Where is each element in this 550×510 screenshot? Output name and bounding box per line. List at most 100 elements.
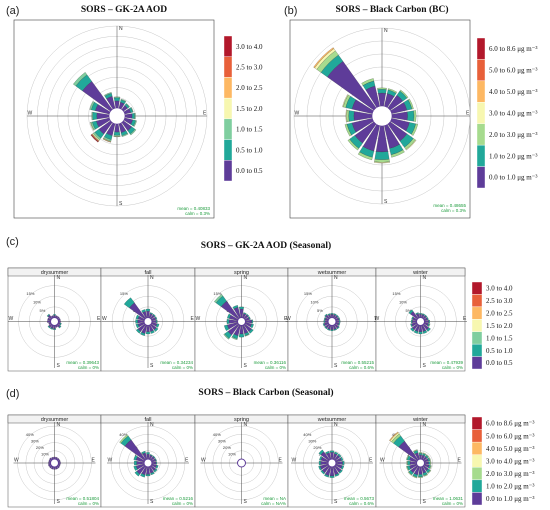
legend-swatch bbox=[476, 123, 486, 146]
petal-segment bbox=[377, 87, 387, 90]
petal-segment bbox=[413, 330, 419, 334]
petal-segment bbox=[47, 325, 51, 329]
petal-segment bbox=[408, 309, 414, 315]
panel-b-title: SORS – Black Carbon (BC) bbox=[336, 4, 449, 15]
mean-text: mean = 0.36116 bbox=[254, 360, 287, 365]
legend-swatch bbox=[471, 467, 483, 481]
compass-s: S bbox=[57, 363, 61, 369]
compass-e: E bbox=[463, 316, 467, 322]
petal-segment bbox=[153, 327, 159, 332]
petal-segment bbox=[428, 461, 431, 465]
petal-segment bbox=[149, 454, 153, 457]
ring-label: 15% bbox=[213, 291, 221, 296]
compass-e: E bbox=[203, 111, 207, 117]
mean-text: mean = NA bbox=[263, 496, 286, 501]
petal-segment bbox=[390, 149, 405, 158]
compass-w: W bbox=[375, 316, 380, 322]
petal-segment bbox=[406, 455, 409, 460]
ring-label: 15% bbox=[120, 291, 128, 296]
ring-label: 30% bbox=[31, 438, 39, 443]
legend-swatch bbox=[471, 319, 483, 332]
petal-segment bbox=[125, 103, 130, 108]
petal-segment bbox=[89, 122, 95, 131]
petal-segment bbox=[423, 473, 428, 477]
petal-segment bbox=[399, 89, 409, 99]
petal-segment bbox=[411, 123, 418, 136]
petal-segment bbox=[410, 327, 415, 332]
petal-segment bbox=[407, 110, 415, 122]
season-name: drysummer bbox=[41, 417, 69, 423]
petal-segment bbox=[337, 453, 342, 458]
petal-segment bbox=[329, 450, 335, 453]
legend-swatch bbox=[471, 454, 483, 468]
compass-s: S bbox=[244, 499, 248, 505]
petal-segment bbox=[340, 456, 344, 461]
season-name: drysummer bbox=[41, 270, 69, 276]
petal-segment bbox=[226, 319, 230, 324]
legend-swatch bbox=[223, 160, 233, 182]
ring-label: 15% bbox=[26, 291, 34, 296]
mean-text: mean = 0.55215 bbox=[341, 360, 374, 365]
legend-swatch bbox=[471, 306, 483, 320]
petal-segment bbox=[135, 323, 140, 329]
legend-label: 3.0 to 4.0 bbox=[236, 43, 263, 51]
petal-segment bbox=[415, 312, 419, 315]
petal-segment bbox=[119, 434, 129, 444]
petal-segment bbox=[154, 458, 157, 462]
petal-segment bbox=[357, 151, 373, 161]
legend-swatch bbox=[471, 492, 483, 506]
petal-segment bbox=[426, 454, 430, 458]
petal-segment bbox=[337, 317, 341, 320]
compass-n: N bbox=[57, 275, 61, 281]
petal-segment bbox=[134, 460, 137, 466]
legend-swatch bbox=[471, 343, 483, 357]
legend-swatch bbox=[223, 35, 233, 57]
compass-n: N bbox=[150, 422, 154, 428]
petal-segment bbox=[146, 452, 150, 455]
petal-segment bbox=[387, 88, 398, 94]
petal-segment bbox=[224, 324, 230, 331]
panel-b-label: (b) bbox=[284, 5, 297, 17]
season-name: spring bbox=[234, 417, 249, 423]
petal-segment bbox=[248, 316, 251, 320]
petal-segment bbox=[324, 326, 328, 330]
legend-swatch bbox=[476, 80, 486, 103]
petal-segment bbox=[327, 313, 331, 316]
panel-d-title: SORS – Black Carbon (Seasonal) bbox=[198, 387, 333, 398]
petal-segment bbox=[361, 78, 375, 86]
compass-n: N bbox=[423, 422, 427, 428]
calm-text: calm = 0% bbox=[172, 365, 193, 370]
compass-w: W bbox=[28, 111, 33, 117]
petal-segment bbox=[418, 453, 423, 456]
petal-segment bbox=[113, 131, 121, 136]
ring-label: 15% bbox=[392, 291, 400, 296]
calm-circle bbox=[327, 317, 337, 326]
compass-e: E bbox=[97, 316, 101, 322]
petal-segment bbox=[318, 449, 324, 455]
petal-segment bbox=[251, 319, 254, 324]
petal-segment bbox=[133, 465, 138, 471]
petal-segment bbox=[428, 323, 431, 327]
ring-label: 5% bbox=[405, 308, 411, 313]
legend-label: 1.0 to 2.0 μg m⁻³ bbox=[486, 483, 534, 491]
petal-segment bbox=[377, 89, 387, 94]
petal-segment bbox=[133, 120, 137, 127]
compass-w: W bbox=[102, 316, 107, 322]
petal-segment bbox=[418, 474, 423, 477]
season-name: spring bbox=[234, 270, 249, 276]
ring-label: 10% bbox=[41, 451, 49, 456]
calm-circle bbox=[237, 458, 246, 468]
calm-circle bbox=[416, 317, 425, 326]
petal-segment bbox=[337, 323, 341, 326]
legend-swatch bbox=[476, 166, 486, 189]
legend-swatch bbox=[476, 37, 486, 60]
petal-segment bbox=[428, 457, 431, 461]
ring-label: 10% bbox=[399, 300, 407, 305]
petal-segment bbox=[153, 468, 158, 473]
calm-circle bbox=[143, 317, 153, 326]
petal-segment bbox=[145, 474, 151, 477]
